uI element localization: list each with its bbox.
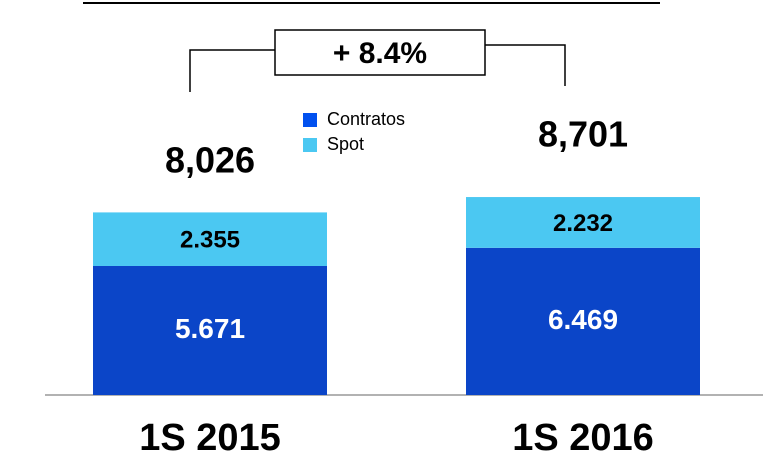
bar-segment <box>93 212 327 266</box>
change-box <box>274 29 486 76</box>
bar-segment <box>466 197 700 248</box>
legend-swatch <box>303 138 317 152</box>
x-tick-label: 1S 2015 <box>139 417 281 459</box>
bracket-right <box>485 44 566 86</box>
segment-label: 2.232 <box>553 210 613 237</box>
bracket-left <box>189 49 275 92</box>
legend-label: Contratos <box>327 109 405 129</box>
x-tick-label: 1S 2016 <box>512 417 654 459</box>
total-label: 8,026 <box>165 140 255 181</box>
total-label: 8,701 <box>538 114 628 155</box>
bar-segment <box>93 265 327 395</box>
legend-label: Spot <box>327 134 364 154</box>
segment-label: 5.671 <box>175 313 245 344</box>
segment-label: 2.355 <box>180 227 240 254</box>
change-label: + 8.4% <box>333 37 427 70</box>
bar-segment <box>466 247 700 395</box>
legend-swatch <box>303 113 317 127</box>
segment-label: 6.469 <box>548 304 618 335</box>
